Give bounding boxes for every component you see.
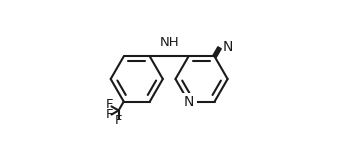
Text: N: N — [184, 95, 194, 109]
Text: N: N — [222, 40, 232, 54]
Text: F: F — [106, 108, 113, 121]
Text: F: F — [115, 114, 122, 127]
Text: NH: NH — [159, 36, 179, 49]
Text: F: F — [106, 98, 113, 111]
